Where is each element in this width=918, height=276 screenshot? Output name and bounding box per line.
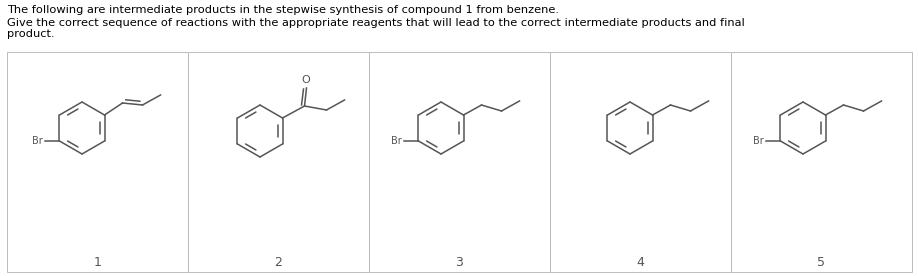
Bar [550,52,731,272]
Bar [731,52,912,272]
Text: Br: Br [753,136,764,146]
Text: 4: 4 [636,256,644,269]
Text: 1: 1 [94,256,101,269]
Text: 5: 5 [818,256,825,269]
Text: Br: Br [391,136,401,146]
Text: The following are intermediate products in the stepwise synthesis of compound 1 : The following are intermediate products … [7,5,559,15]
Text: 2: 2 [274,256,283,269]
Bar [188,52,369,272]
Text: 3: 3 [455,256,464,269]
Bar [7,52,188,272]
Text: O: O [301,75,310,85]
Text: Br: Br [32,136,42,146]
Bar [369,52,550,272]
Text: Give the correct sequence of reactions with the appropriate reagents that will l: Give the correct sequence of reactions w… [7,18,744,28]
Text: product.: product. [7,29,55,39]
